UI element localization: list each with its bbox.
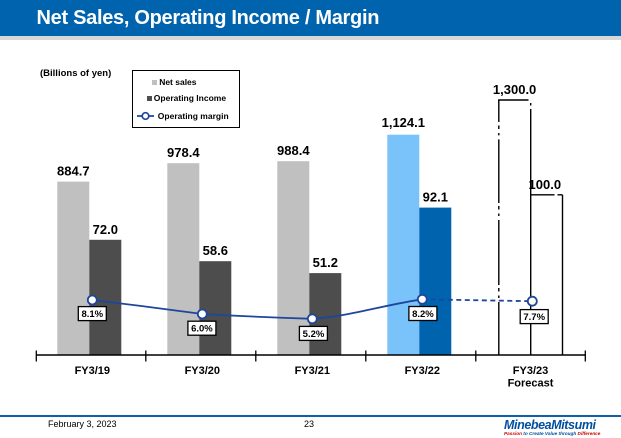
svg-text:51.2: 51.2 <box>313 255 338 270</box>
svg-text:884.7: 884.7 <box>57 164 90 179</box>
svg-text:FY3/19: FY3/19 <box>75 365 110 377</box>
svg-text:978.4: 978.4 <box>167 145 200 160</box>
svg-text:FY3/21: FY3/21 <box>295 365 330 377</box>
svg-text:Forecast: Forecast <box>508 377 554 389</box>
svg-text:92.1: 92.1 <box>423 190 448 205</box>
svg-text:8.1%: 8.1% <box>81 309 103 320</box>
svg-text:FY3/20: FY3/20 <box>185 365 220 377</box>
svg-text:FY3/23: FY3/23 <box>513 365 548 377</box>
svg-text:1,300.0: 1,300.0 <box>493 82 536 97</box>
svg-text:58.6: 58.6 <box>203 243 228 258</box>
svg-text:7.7%: 7.7% <box>523 312 545 323</box>
svg-text:72.0: 72.0 <box>93 222 118 237</box>
svg-text:8.2%: 8.2% <box>412 309 434 320</box>
svg-text:100.0: 100.0 <box>529 177 562 192</box>
svg-text:6.0%: 6.0% <box>191 324 213 335</box>
svg-text:FY3/22: FY3/22 <box>405 365 440 377</box>
svg-text:5.2%: 5.2% <box>303 329 325 340</box>
svg-text:988.4: 988.4 <box>277 143 310 158</box>
svg-text:1,124.1: 1,124.1 <box>382 115 425 130</box>
